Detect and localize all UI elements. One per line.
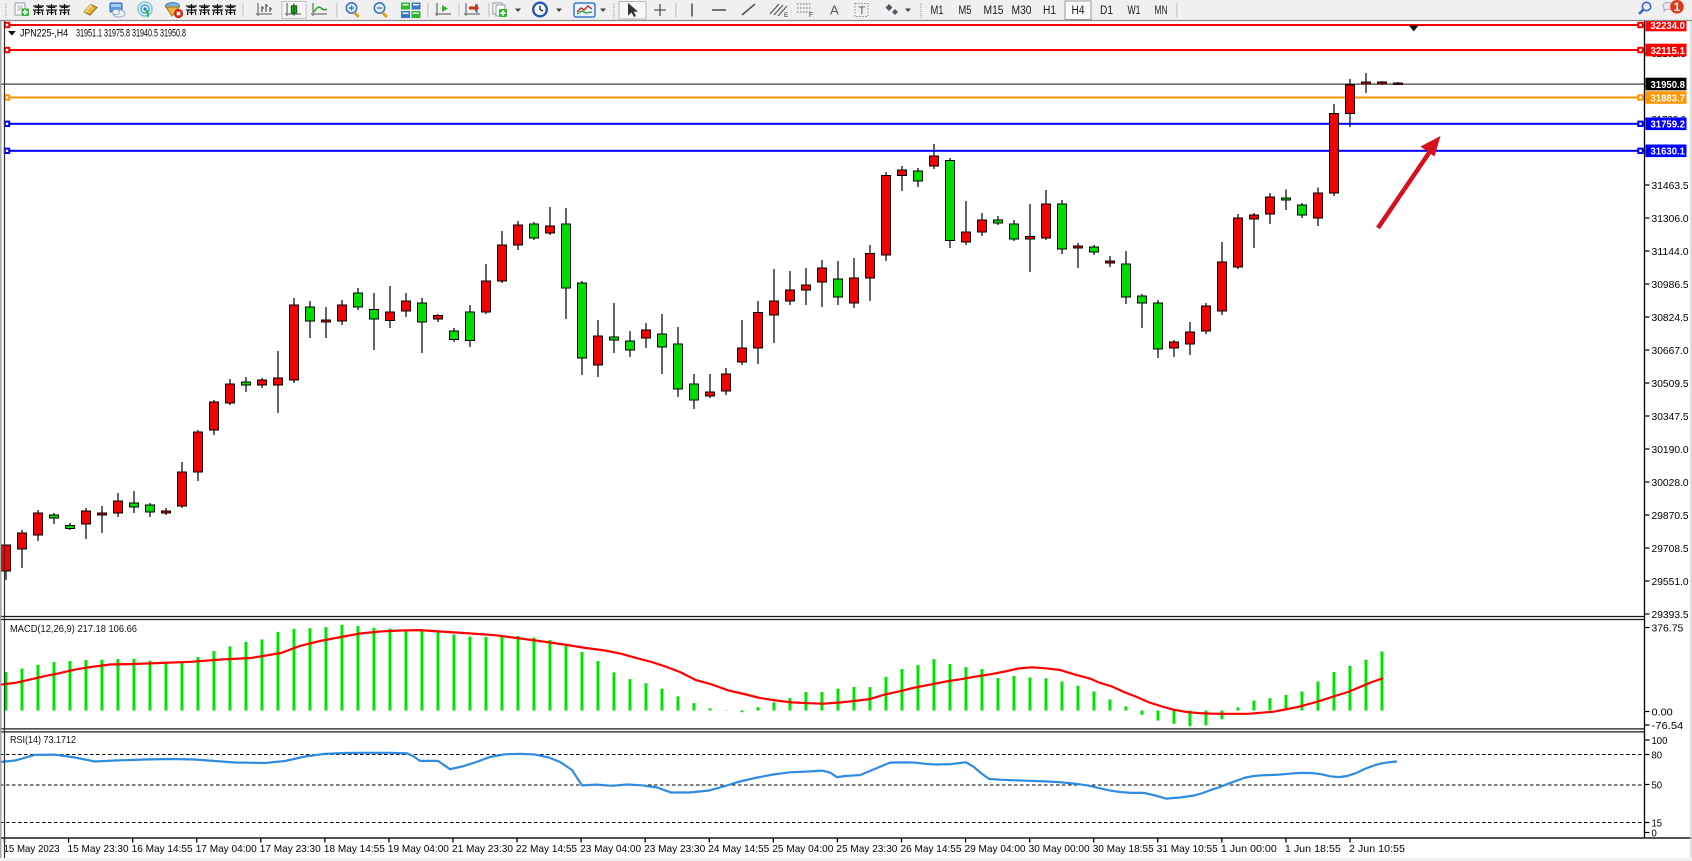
svg-text:31 May 10:55: 31 May 10:55	[1157, 843, 1218, 855]
svg-text:26 May 14:55: 26 May 14:55	[900, 843, 961, 855]
svg-text:2 Jun 10:55: 2 Jun 10:55	[1349, 843, 1405, 855]
svg-text:T: T	[859, 5, 866, 17]
svg-text:A: A	[830, 3, 839, 18]
svg-text:29551.0: 29551.0	[1652, 576, 1689, 588]
svg-text:19 May 04:00: 19 May 04:00	[388, 843, 449, 855]
svg-text:32234.0: 32234.0	[1651, 20, 1686, 32]
svg-text:31630.1: 31630.1	[1651, 146, 1686, 158]
svg-text:D1: D1	[1100, 5, 1113, 17]
svg-text:M30: M30	[1012, 5, 1032, 17]
svg-text:30509.5: 30509.5	[1652, 378, 1689, 390]
svg-text:16 May 14:55: 16 May 14:55	[132, 843, 193, 855]
svg-text:30028.0: 30028.0	[1652, 477, 1689, 489]
svg-text:80: 80	[1652, 749, 1663, 761]
svg-text:32115.1: 32115.1	[1651, 45, 1686, 57]
svg-text:31463.5: 31463.5	[1652, 180, 1689, 192]
svg-text:E: E	[784, 12, 789, 19]
svg-text:29 May 04:00: 29 May 04:00	[965, 843, 1026, 855]
svg-text:RSI(14) 73.1712: RSI(14) 73.1712	[10, 734, 76, 746]
svg-text:MACD(12,26,9) 217.18 106.66: MACD(12,26,9) 217.18 106.66	[10, 623, 137, 635]
svg-text:15 May 2023: 15 May 2023	[4, 843, 60, 855]
svg-text:-76.54: -76.54	[1652, 720, 1684, 732]
svg-text:29708.5: 29708.5	[1652, 543, 1689, 555]
svg-text:30 May 00:00: 30 May 00:00	[1029, 843, 1090, 855]
svg-text:30824.5: 30824.5	[1652, 312, 1689, 324]
svg-text:M5: M5	[959, 5, 972, 17]
svg-text:31144.0: 31144.0	[1652, 246, 1689, 258]
svg-text:15: 15	[1652, 817, 1663, 829]
svg-text:31950.8: 31950.8	[1651, 79, 1686, 91]
svg-text:100: 100	[1652, 735, 1668, 747]
svg-text:31306.0: 31306.0	[1652, 213, 1689, 225]
svg-text:15 May 23:30: 15 May 23:30	[68, 843, 129, 855]
svg-text:29393.5: 29393.5	[1652, 609, 1689, 621]
svg-text:H4: H4	[1072, 5, 1086, 17]
svg-text:23 May 23:30: 23 May 23:30	[644, 843, 705, 855]
svg-text:21 May 23:30: 21 May 23:30	[452, 843, 513, 855]
svg-text:50: 50	[1652, 779, 1663, 791]
svg-text:25 May 04:00: 25 May 04:00	[772, 843, 833, 855]
svg-text:30347.5: 30347.5	[1652, 411, 1689, 423]
svg-text:31883.7: 31883.7	[1651, 92, 1686, 104]
svg-text:25 May 23:30: 25 May 23:30	[836, 843, 897, 855]
svg-text:30190.0: 30190.0	[1652, 444, 1689, 456]
svg-text:W1: W1	[1128, 5, 1141, 17]
svg-text:F: F	[809, 12, 813, 19]
svg-text:JPN225-,H4: JPN225-,H4	[20, 28, 68, 40]
svg-text:18 May 14:55: 18 May 14:55	[324, 843, 385, 855]
svg-text:0: 0	[1652, 827, 1657, 839]
svg-text:24 May 14:55: 24 May 14:55	[708, 843, 769, 855]
svg-text:17 May 04:00: 17 May 04:00	[196, 843, 257, 855]
svg-text:17 May 23:30: 17 May 23:30	[260, 843, 321, 855]
svg-text:M15: M15	[984, 5, 1004, 17]
svg-text:M1: M1	[931, 5, 944, 17]
svg-text:22 May 14:55: 22 May 14:55	[516, 843, 577, 855]
svg-text:29870.5: 29870.5	[1652, 510, 1689, 522]
svg-text:MN: MN	[1155, 5, 1168, 17]
svg-text:0.00: 0.00	[1652, 706, 1673, 718]
svg-text:23 May 04:00: 23 May 04:00	[580, 843, 641, 855]
svg-text:31951.1 31975.8 31940.5 31950.: 31951.1 31975.8 31940.5 31950.8	[76, 28, 186, 40]
svg-text:30667.0: 30667.0	[1652, 345, 1689, 357]
svg-text:1 Jun 18:55: 1 Jun 18:55	[1285, 843, 1341, 855]
svg-text:H1: H1	[1043, 5, 1056, 17]
svg-text:30 May 18:55: 30 May 18:55	[1093, 843, 1154, 855]
svg-text:1: 1	[1674, 2, 1681, 14]
svg-text:376.75: 376.75	[1652, 622, 1684, 634]
svg-text:1 Jun 00:00: 1 Jun 00:00	[1221, 843, 1277, 855]
svg-text:30986.5: 30986.5	[1652, 279, 1689, 291]
svg-text:31759.2: 31759.2	[1651, 119, 1686, 131]
